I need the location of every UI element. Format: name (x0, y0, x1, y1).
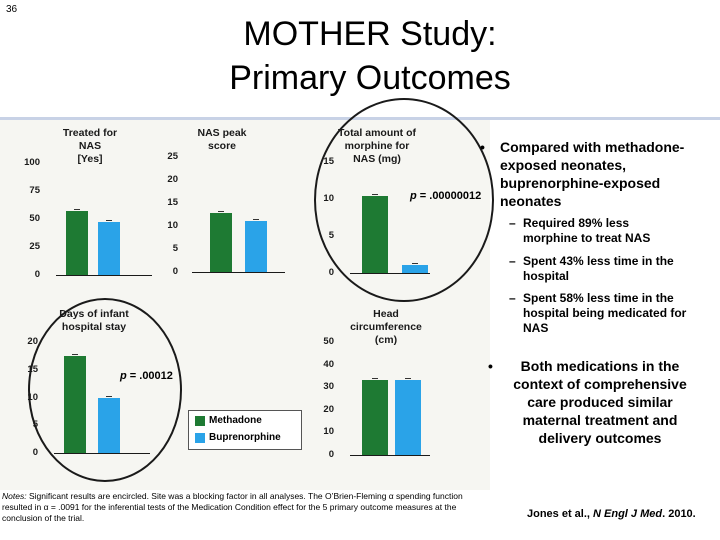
y-tick-label: 25 (29, 241, 40, 252)
chart-title-line: circumference (350, 321, 422, 333)
citation-year: . 2010. (662, 508, 696, 520)
citation-journal: N Engl J Med (593, 508, 663, 520)
significance-circle-morphine (314, 98, 494, 302)
y-tick-label: 30 (323, 381, 334, 393)
slide-number: 36 (6, 4, 18, 15)
error-bar (253, 219, 259, 221)
bar-buprenorphine (98, 222, 120, 275)
sub-bullet-dash-3: – (509, 291, 516, 305)
footnote-text: Significant results are encircled. Site … (2, 491, 463, 523)
legend-label-methadone: Methadone (209, 415, 262, 426)
significance-circle-hospital-stay (28, 298, 182, 482)
chart-title-line: score (207, 140, 237, 152)
y-tick-label: 10 (167, 220, 178, 231)
legend-label-buprenorphine: Buprenorphine (209, 432, 281, 443)
bullet-1: Compared with methadone- exposed neonate… (500, 138, 684, 210)
y-tick-label: 0 (172, 266, 178, 277)
sub-bullet-dash-1: – (509, 216, 516, 230)
chart-title: Treated for NAS [Yes] (48, 127, 132, 166)
sub-bullet-line: hospital (523, 269, 570, 283)
chart-title-line: (cm) (374, 334, 398, 346)
sub-bullet-line: hospital being medicated for (523, 306, 687, 320)
y-tick-label: 0 (328, 449, 334, 460)
y-tick-label: 25 (167, 151, 178, 162)
legend-item-methadone: Methadone (195, 415, 262, 426)
footnote: Notes: Significant results are encircled… (2, 491, 482, 524)
chart-title-line: NAS (78, 140, 102, 152)
bar-methadone (210, 213, 232, 272)
bullet-1-line: exposed neonates, (500, 157, 627, 173)
bullet-2-line: Both medications in the (520, 358, 680, 374)
error-bar (74, 209, 80, 211)
y-tick-label: 15 (167, 197, 178, 208)
y-tick-label: 20 (167, 174, 178, 185)
bar-methadone (66, 211, 88, 275)
sub-bullet-3: Spent 58% less time in the hospital bein… (523, 291, 686, 336)
sub-bullet-line: Required 89% less (523, 216, 630, 230)
chart-title-line: [Yes] (77, 153, 103, 165)
x-axis-line (192, 272, 285, 273)
chart-title-line: NAS peak (197, 127, 247, 139)
y-tick-label: 75 (29, 185, 40, 196)
page-title-line-2: Primary Outcomes (229, 59, 511, 97)
error-bar (218, 211, 224, 213)
bullet-dot-2: • (488, 358, 493, 374)
bar-methadone (362, 380, 388, 455)
bullet-1-line: buprenorphine-exposed (500, 175, 661, 191)
error-bar (106, 220, 112, 222)
chart-title: Head circumference (cm) (338, 308, 434, 347)
y-tick-label: 50 (323, 336, 334, 347)
legend-item-buprenorphine: Buprenorphine (195, 432, 281, 443)
page-title-line-1: MOTHER Study: (243, 15, 497, 53)
y-tick-label: 0 (328, 267, 334, 278)
bullet-2-line: context of comprehensive (513, 376, 687, 392)
bullet-1-line: neonates (500, 193, 562, 209)
footnote-label: Notes: (2, 491, 27, 501)
citation-authors: Jones et al., (527, 508, 594, 520)
bullet-dot-1: • (480, 139, 485, 155)
sub-bullet-line: NAS (523, 321, 549, 335)
bullet-2-line: care produced similar (527, 394, 673, 410)
x-axis-line (350, 455, 430, 456)
bullet-2-line: maternal treatment and (522, 412, 678, 428)
y-tick-label: 0 (32, 447, 38, 458)
y-tick-label: 40 (323, 358, 334, 370)
bar-buprenorphine (395, 380, 421, 455)
y-tick-label: 50 (29, 213, 40, 224)
y-tick-label: 20 (323, 403, 334, 415)
y-tick-label: 20 (27, 336, 38, 347)
y-tick-label: 0 (34, 269, 40, 280)
chart-legend: Methadone Buprenorphine (188, 410, 302, 450)
sub-bullet-line: morphine to treat NAS (523, 231, 651, 245)
chart-title: NAS peak score (186, 127, 258, 153)
legend-swatch-methadone (195, 415, 205, 426)
legend-swatch-buprenorphine (195, 432, 205, 443)
sub-bullet-line: Spent 43% less time in the (523, 254, 674, 268)
bullet-2-line: delivery outcomes (538, 430, 662, 446)
sub-bullet-line: Spent 58% less time in the (523, 291, 674, 305)
bar-buprenorphine (245, 221, 267, 272)
x-axis-line (56, 275, 152, 276)
sub-bullet-2: Spent 43% less time in the hospital (523, 254, 674, 284)
y-tick-label: 100 (24, 157, 40, 168)
bullet-2: Both medications in the context of compr… (500, 357, 700, 447)
citation: Jones et al., N Engl J Med. 2010. (527, 508, 696, 520)
y-tick-label: 10 (323, 426, 334, 438)
sub-bullet-dash-2: – (509, 254, 516, 268)
sub-bullet-1: Required 89% less morphine to treat NAS (523, 216, 650, 246)
error-bar (372, 378, 378, 380)
error-bar (405, 378, 411, 380)
chart-title-line: Head (373, 308, 399, 320)
y-tick-label: 5 (172, 243, 178, 254)
chart-title-line: Treated for (62, 127, 118, 139)
bullet-1-line: Compared with methadone- (500, 139, 685, 155)
